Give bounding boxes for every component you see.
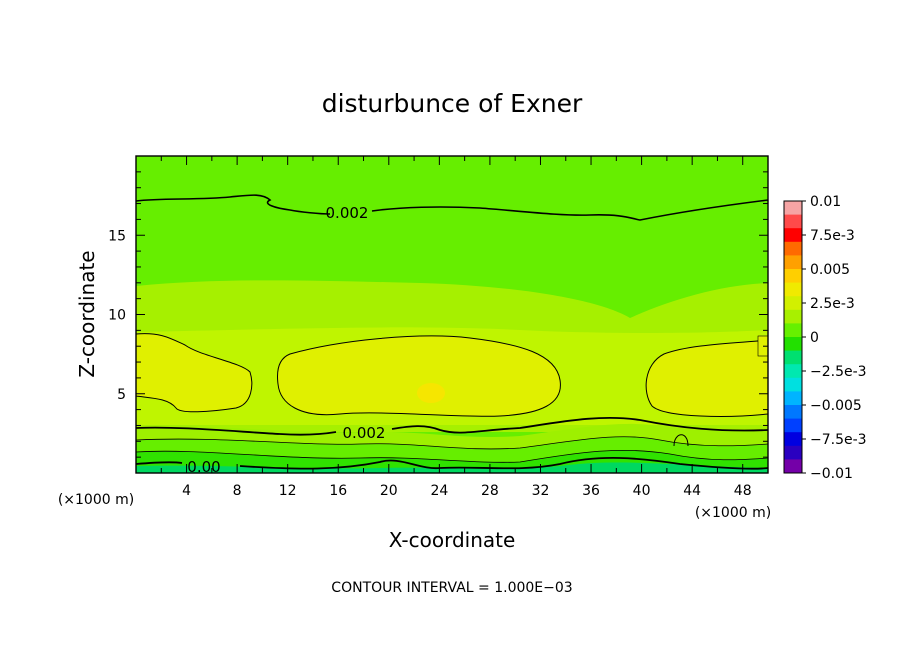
contour-bump-right: [673, 434, 689, 447]
colorbar-swatch: [784, 282, 802, 297]
colorbar-swatch: [784, 377, 802, 392]
colorbar-swatch: [784, 432, 802, 447]
x-tick-label: 20: [380, 483, 398, 499]
x-tick-label: 24: [430, 483, 448, 499]
colorbar-label: 2.5e-3: [810, 296, 855, 312]
fill-low-4: [136, 462, 768, 473]
x-axis-label: X-coordinate: [389, 528, 516, 552]
contour-000: [136, 457, 768, 470]
colorbar-label: −0.005: [810, 398, 862, 414]
colorbar-swatch: [784, 418, 802, 433]
x-tick-label: 48: [734, 483, 752, 499]
y-tick-label: 5: [117, 387, 126, 403]
colorbar-swatch: [784, 296, 802, 311]
colorbar: [783, 200, 803, 474]
colorbar-swatch: [784, 459, 802, 474]
contour-line-thin-2: [136, 449, 768, 463]
colorbar-label: −0.01: [810, 466, 853, 482]
x-tick-label: 12: [279, 483, 297, 499]
x-unit-right: (×1000 m): [695, 505, 771, 521]
colorbar-label: 7.5e-3: [810, 228, 855, 244]
colorbar-label: 0.01: [810, 194, 841, 210]
colorbar-label: 0.005: [810, 262, 850, 278]
contour-interval-note: CONTOUR INTERVAL = 1.000E−03: [331, 580, 572, 596]
x-axis-ticks: 4 8 12 16 20 24 28 32 36 40 44 48: [135, 156, 769, 499]
x-tick-label: 36: [582, 483, 600, 499]
colorbar-swatch: [784, 241, 802, 256]
colorbar-swatch: [784, 323, 802, 338]
y-axis-label: Z-coordinate: [75, 250, 99, 377]
colorbar-swatch: [784, 309, 802, 324]
x-tick-label: 28: [481, 483, 499, 499]
contour-0002-upper: [136, 194, 768, 221]
colorbar-swatch: [784, 214, 802, 229]
colorbar-swatch: [784, 269, 802, 284]
fill-max-peak: [417, 383, 445, 403]
colorbar-swatch: [784, 337, 802, 352]
colorbar-swatch: [784, 350, 802, 365]
contour-line-thin-1: [136, 436, 768, 450]
x-tick-label: 32: [532, 483, 550, 499]
contour-fill-group: [136, 156, 768, 473]
fill-max-center: [277, 335, 561, 417]
colorbar-swatch: [784, 228, 802, 243]
y-tick-label: 10: [108, 308, 126, 324]
colorbar-swatch: [784, 201, 802, 216]
contour-label-upper: 0.002: [326, 204, 369, 222]
colorbar-labels: 0.01 7.5e-3 0.005 2.5e-3 0 −2.5e-3 −0.005 −7.5e…: [802, 194, 867, 482]
x-tick-label: 8: [233, 483, 242, 499]
fill-max-left: [136, 333, 253, 413]
y-axis-ticks: 5 10 15: [108, 155, 768, 474]
x-tick-label: 4: [182, 483, 191, 499]
colorbar-swatch: [784, 255, 802, 270]
colorbar-label: −7.5e-3: [810, 432, 867, 448]
colorbar-label: 0: [810, 330, 819, 346]
x-tick-label: 40: [633, 483, 651, 499]
colorbar-swatch: [784, 405, 802, 420]
fill-max-right: [645, 339, 768, 417]
chart-title: disturbunce of Exner: [322, 89, 583, 118]
contour-label-zero: 0.00: [187, 458, 220, 476]
x-tick-label: 44: [683, 483, 701, 499]
colorbar-swatch: [784, 364, 802, 379]
y-tick-label: 15: [108, 228, 126, 244]
x-unit-left: (×1000 m): [58, 492, 134, 508]
colorbar-label: −2.5e-3: [810, 364, 867, 380]
contour-0002-lower: [136, 416, 768, 436]
colorbar-swatch: [784, 445, 802, 460]
contour-label-lower: 0.002: [343, 424, 386, 442]
x-tick-label: 16: [329, 483, 347, 499]
colorbar-swatch: [784, 391, 802, 406]
